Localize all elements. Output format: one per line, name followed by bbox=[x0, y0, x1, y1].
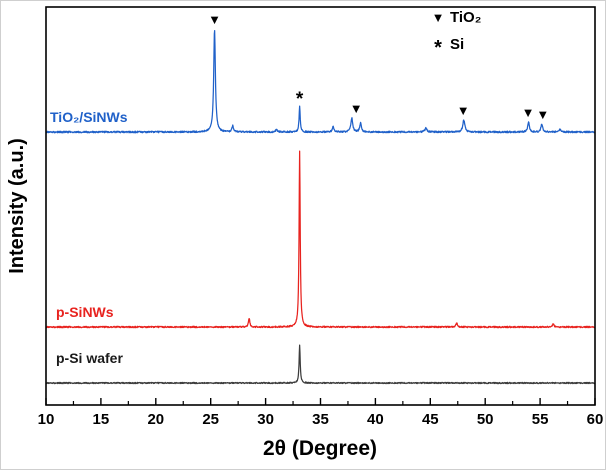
x-tick-label: 25 bbox=[202, 411, 219, 428]
series-label: TiO₂/SiNWs bbox=[50, 109, 128, 125]
legend-label: Si bbox=[450, 36, 464, 53]
tio2-peak-marker: ▼ bbox=[522, 105, 535, 120]
x-tick-label: 15 bbox=[93, 411, 110, 428]
x-tick-label: 50 bbox=[477, 411, 494, 428]
series-label: p-Si wafer bbox=[56, 350, 123, 366]
trace-tio-sinws bbox=[45, 30, 596, 134]
x-tick-label: 60 bbox=[587, 411, 604, 428]
x-tick-label: 45 bbox=[422, 411, 439, 428]
y-axis-label: Intensity (a.u.) bbox=[6, 138, 28, 274]
x-tick-label: 55 bbox=[532, 411, 549, 428]
x-tick-label: 40 bbox=[367, 411, 384, 428]
tio2-peak-marker: ▼ bbox=[350, 101, 363, 116]
series-label: p-SiNWs bbox=[56, 304, 114, 320]
trace-p-sinws bbox=[45, 150, 596, 329]
legend-si-symbol: * bbox=[434, 37, 442, 59]
plot-frame bbox=[45, 6, 596, 406]
trace-p-si-wafer bbox=[45, 344, 596, 385]
x-tick-label: 10 bbox=[38, 411, 55, 428]
legend-label: TiO₂ bbox=[450, 9, 481, 26]
tio2-peak-marker: ▼ bbox=[536, 107, 549, 122]
tio2-peak-marker: ▼ bbox=[457, 103, 470, 118]
legend-tio2-symbol: ▼ bbox=[432, 10, 445, 25]
x-axis-label: 2θ (Degree) bbox=[263, 437, 377, 460]
tio2-peak-marker: ▼ bbox=[208, 12, 221, 27]
si-peak-marker: * bbox=[296, 89, 304, 110]
x-tick-label: 35 bbox=[312, 411, 329, 428]
x-tick-label: 30 bbox=[257, 411, 274, 428]
x-tick-label: 20 bbox=[147, 411, 164, 428]
